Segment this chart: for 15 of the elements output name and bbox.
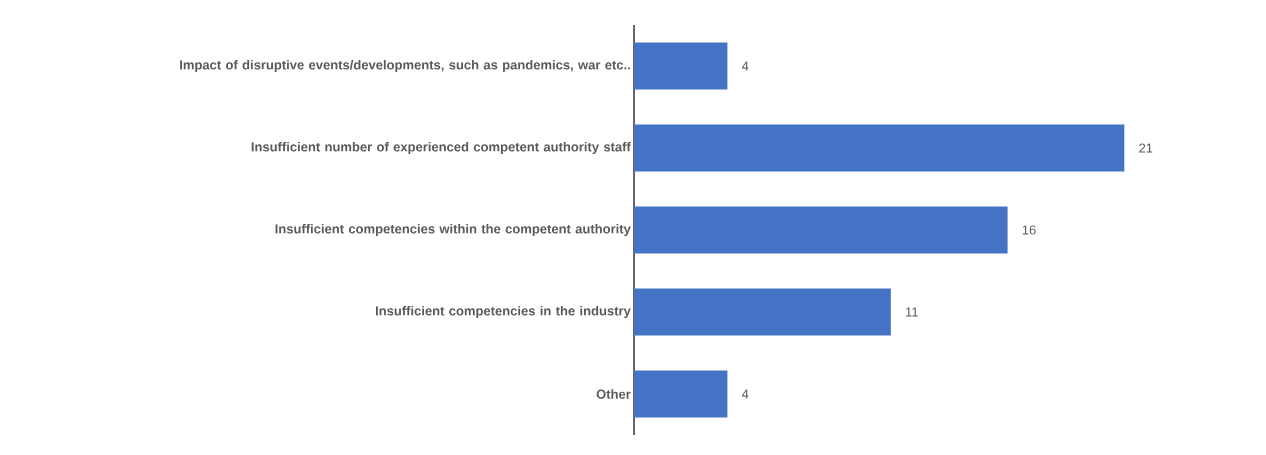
data-label: 4 bbox=[741, 61, 749, 71]
y-tick-label: Insufficient competencies in the industry bbox=[375, 305, 631, 319]
y-tick-label: Insufficient number of experienced competent authority staff bbox=[251, 141, 631, 155]
y-tick-label: Impact of disruptive events/developments, such as pandemics, war etc.. bbox=[180, 59, 630, 73]
data-label: 16 bbox=[1022, 225, 1036, 235]
data-label: 21 bbox=[1139, 143, 1153, 153]
bar bbox=[634, 288, 891, 336]
bar bbox=[634, 206, 1008, 254]
bar bbox=[634, 42, 728, 90]
bar bbox=[634, 124, 1125, 172]
data-label: 11 bbox=[906, 307, 918, 317]
data-label: 4 bbox=[741, 389, 749, 399]
y-tick-label: Insufficient competencies within the competent authority bbox=[275, 223, 631, 237]
bar bbox=[634, 370, 728, 418]
y-tick-label: Other bbox=[596, 389, 631, 399]
